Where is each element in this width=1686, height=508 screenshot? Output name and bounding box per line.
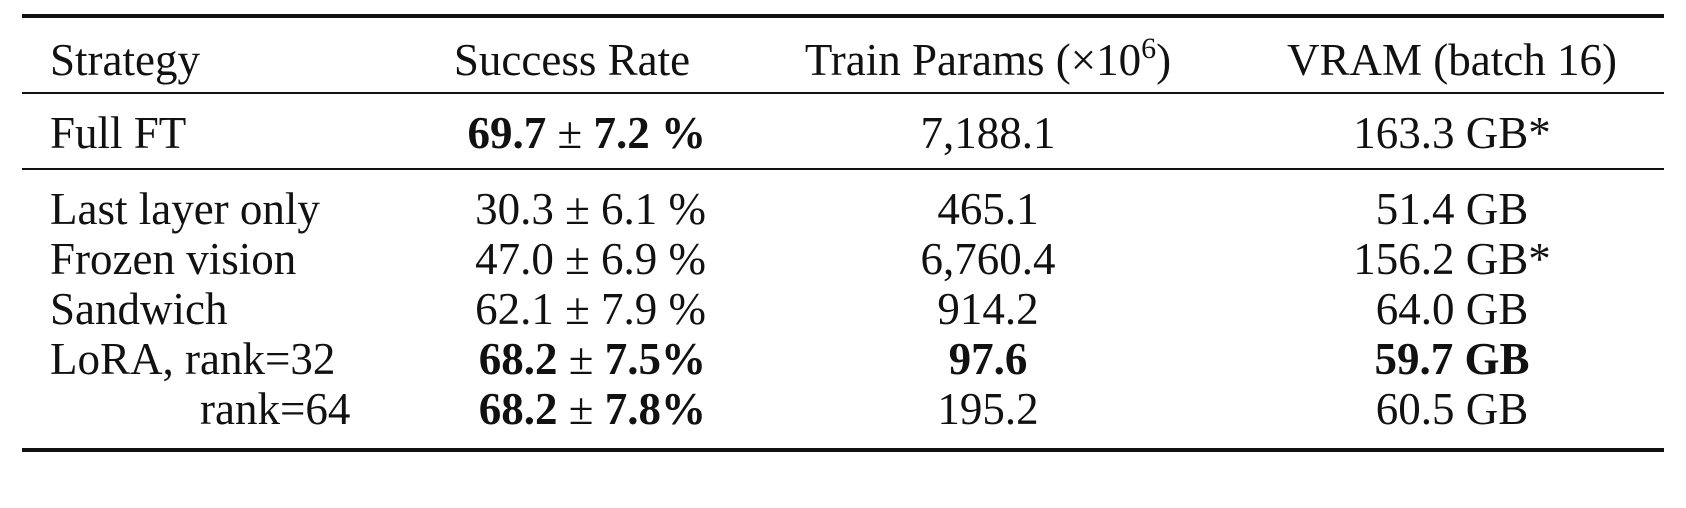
row-frozen-vision-params: 6,760.4 bbox=[920, 234, 1056, 284]
row-last-layer-params: 465.1 bbox=[937, 184, 1039, 234]
row-lora-32-params: 97.6 bbox=[948, 334, 1028, 384]
plus-minus: ± bbox=[557, 384, 605, 434]
success-error: 7.5% bbox=[604, 334, 706, 384]
row-frozen-vision-success: 47.0 ± 6.9 % bbox=[475, 234, 706, 284]
header-train-params: Train Params (×106) bbox=[773, 34, 1203, 85]
row-sandwich-params: 914.2 bbox=[937, 284, 1039, 334]
top-rule bbox=[22, 14, 1664, 18]
success-error: 7.2 % bbox=[593, 108, 707, 158]
header-strategy: Strategy bbox=[50, 35, 200, 85]
row-lora-64-success: 68.2 ± 7.8% bbox=[438, 387, 706, 432]
row-full-ft-strategy: Full FT bbox=[50, 108, 187, 158]
row-lora-32-success: 68.2 ± 7.5% bbox=[438, 337, 706, 382]
row-last-layer-strategy: Last layer only bbox=[50, 184, 320, 234]
success-error: 7.8% bbox=[604, 384, 706, 434]
header-train-params-text: Train Params (×10 bbox=[804, 35, 1142, 85]
row-frozen-vision-vram: 156.2 GB* bbox=[1353, 234, 1551, 284]
row-sandwich-vram: 64.0 GB bbox=[1375, 284, 1529, 334]
plus-minus: ± bbox=[546, 108, 594, 158]
group-rule bbox=[22, 168, 1664, 170]
plus-minus: ± bbox=[557, 334, 605, 384]
row-last-layer-success: 30.3 ± 6.1 % bbox=[475, 184, 706, 234]
row-last-layer-vram: 51.4 GB bbox=[1375, 184, 1529, 234]
row-lora-64-params: 195.2 bbox=[937, 384, 1039, 434]
header-train-params-close: ) bbox=[1156, 35, 1172, 85]
success-value: 69.7 bbox=[467, 108, 547, 158]
row-lora-64-strategy: rank=64 bbox=[200, 384, 351, 434]
header-rule bbox=[22, 92, 1664, 94]
header-vram: VRAM (batch 16) bbox=[1287, 35, 1617, 85]
success-value: 68.2 bbox=[478, 384, 558, 434]
row-lora-32-vram: 59.7 GB bbox=[1374, 334, 1530, 384]
row-sandwich-strategy: Sandwich bbox=[50, 284, 228, 334]
header-success-rate: Success Rate bbox=[453, 35, 691, 85]
row-sandwich-success: 62.1 ± 7.9 % bbox=[475, 284, 706, 334]
bottom-rule bbox=[22, 448, 1664, 452]
row-full-ft-success: 69.7 ± 7.2 % bbox=[438, 111, 706, 156]
success-value: 68.2 bbox=[478, 334, 558, 384]
row-lora-64-vram: 60.5 GB bbox=[1375, 384, 1529, 434]
row-frozen-vision-strategy: Frozen vision bbox=[50, 234, 297, 284]
row-lora-32-strategy: LoRA, rank=32 bbox=[50, 334, 336, 384]
row-full-ft-vram: 163.3 GB* bbox=[1353, 108, 1551, 158]
row-full-ft-params: 7,188.1 bbox=[920, 108, 1056, 158]
header-train-params-exponent: 6 bbox=[1141, 32, 1157, 65]
